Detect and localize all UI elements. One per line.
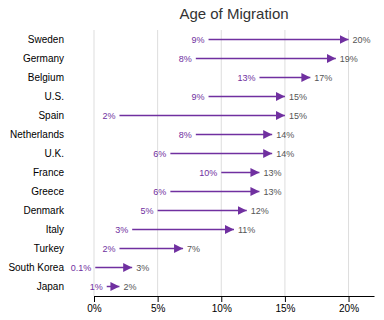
y-tick-label: Germany	[23, 53, 64, 64]
y-tick-label: U.K.	[45, 148, 64, 159]
arrow	[209, 96, 285, 98]
start-label: 6%	[153, 187, 166, 197]
start-label: 9%	[192, 92, 205, 102]
start-label: 10%	[199, 168, 217, 178]
arrow	[107, 286, 120, 288]
y-tick-label: France	[33, 167, 65, 178]
end-label: 3%	[136, 263, 149, 273]
arrow	[119, 248, 183, 250]
x-tick-mark	[285, 296, 286, 302]
start-label: 2%	[102, 244, 115, 254]
x-tick-mark	[221, 296, 222, 302]
x-tick-mark	[94, 296, 95, 302]
y-tick-label: Belgium	[28, 72, 64, 83]
y-tick-label: Turkey	[34, 243, 64, 254]
x-axis-line	[95, 296, 375, 297]
arrow	[170, 191, 259, 193]
arrow	[95, 267, 132, 269]
end-label: 14%	[276, 130, 294, 140]
y-tick: Netherlands	[10, 129, 64, 140]
arrow	[119, 115, 284, 117]
grid-line	[94, 30, 95, 296]
arrow	[209, 39, 349, 41]
y-tick-label: Greece	[31, 186, 64, 197]
y-tick-label: Netherlands	[10, 129, 64, 140]
start-label: 6%	[153, 149, 166, 159]
y-tick: U.S.	[45, 91, 64, 102]
end-label: 14%	[276, 149, 294, 159]
x-tick-mark	[158, 296, 159, 302]
y-axis: Sweden Germany Belgium U.S. Spain Netherlands…	[8, 34, 65, 292]
y-tick: Japan	[37, 281, 64, 292]
x-tick: 5%	[151, 296, 166, 314]
end-label: 12%	[251, 206, 269, 216]
y-tick-label: Spain	[38, 110, 64, 121]
grid-line	[284, 30, 285, 296]
y-tick: Denmark	[23, 205, 65, 216]
arrow	[132, 229, 234, 231]
end-label: 17%	[314, 73, 332, 83]
start-label: 8%	[179, 130, 192, 140]
x-tick-label: 10%	[212, 303, 232, 314]
arrows	[95, 40, 348, 287]
x-tick: 10%	[212, 296, 232, 314]
y-tick-label: Denmark	[23, 205, 65, 216]
end-label: 11%	[238, 225, 255, 235]
y-tick: Germany	[23, 53, 64, 64]
x-tick-label: 5%	[151, 303, 166, 314]
end-label: 15%	[289, 111, 307, 121]
grid-line	[157, 30, 158, 296]
start-label: 8%	[179, 54, 192, 64]
x-axis: 0% 5% 10% 15% 20%	[87, 296, 374, 314]
grid-line	[221, 30, 222, 296]
y-tick: Sweden	[28, 34, 64, 45]
y-tick: Turkey	[34, 243, 64, 254]
chart: Age of Migration 0% 5% 10% 15% 20% Sweden Germa…	[0, 0, 384, 320]
y-tick-label: South Korea	[8, 262, 64, 273]
y-tick: France	[33, 167, 65, 178]
x-tick: 20%	[339, 296, 359, 314]
x-tick-label: 20%	[339, 303, 359, 314]
arrow	[196, 134, 272, 136]
end-label: 7%	[187, 244, 200, 254]
x-tick: 15%	[275, 296, 295, 314]
start-label: 9%	[192, 35, 205, 45]
x-tick-mark	[349, 296, 350, 302]
y-tick: Italy	[46, 224, 64, 235]
grid	[94, 30, 349, 296]
end-label: 15%	[289, 92, 307, 102]
x-tick-label: 15%	[275, 303, 295, 314]
y-tick: Spain	[38, 110, 64, 121]
start-label: 2%	[102, 111, 115, 121]
end-label: 13%	[263, 187, 281, 197]
start-label: 13%	[237, 73, 255, 83]
y-tick: South Korea	[8, 262, 64, 273]
arrow	[196, 58, 336, 60]
title: Age of Migration	[179, 5, 288, 22]
y-tick: Belgium	[28, 72, 64, 83]
end-label: 2%	[123, 282, 136, 292]
end-label: 19%	[340, 54, 358, 64]
arrow	[259, 77, 310, 79]
plot: 0% 5% 10% 15% 20% Sweden Germany Belgium U.S. Spa…	[8, 30, 374, 314]
start-label: 1%	[90, 282, 103, 292]
start-label: 5%	[141, 206, 154, 216]
x-tick-label: 0%	[87, 303, 102, 314]
arrow	[158, 210, 247, 212]
start-label: 0.1%	[71, 263, 92, 273]
y-tick: Greece	[31, 186, 64, 197]
arrow	[170, 153, 272, 155]
y-tick: U.K.	[45, 148, 64, 159]
start-label: 3%	[115, 225, 128, 235]
end-label: 20%	[353, 35, 371, 45]
y-tick-label: Italy	[46, 224, 64, 235]
y-tick-label: U.S.	[45, 91, 64, 102]
arrow	[221, 172, 259, 174]
y-tick-label: Sweden	[28, 34, 64, 45]
y-tick-label: Japan	[37, 281, 64, 292]
x-tick: 0%	[87, 296, 102, 314]
grid-line	[348, 30, 349, 296]
end-label: 13%	[263, 168, 281, 178]
data-labels: 9% 20% 8% 19% 13% 17% 9% 15% 2% 15% 8% 14% 6% 14% 10% 1…	[71, 35, 371, 292]
